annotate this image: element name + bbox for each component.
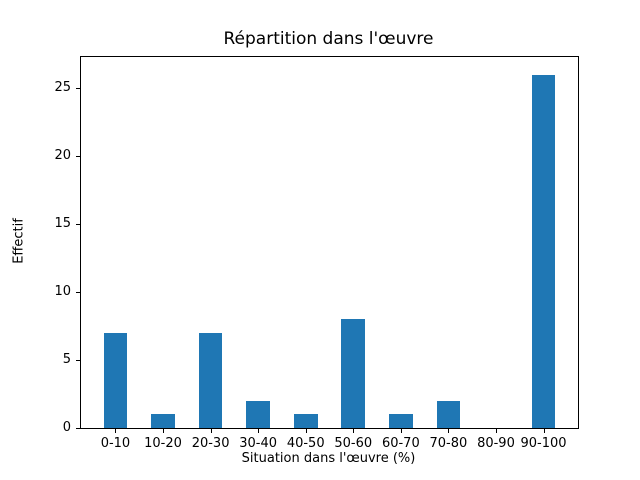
- y-tick-mark: [76, 88, 80, 90]
- x-tick-label: 20-30: [191, 436, 230, 451]
- bar-10-20: [151, 414, 175, 428]
- y-tick-mark: [76, 360, 80, 362]
- x-tick-mark: [258, 429, 260, 433]
- y-tick-mark: [76, 428, 80, 429]
- y-tick-mark: [76, 292, 80, 294]
- y-tick-label: 10: [54, 284, 71, 300]
- x-tick-label: 50-60: [334, 436, 373, 451]
- x-tick-label: 90-100: [520, 436, 567, 451]
- bar-40-50: [293, 414, 318, 428]
- y-tick-label: 20: [54, 148, 71, 164]
- x-tick-mark: [543, 429, 545, 433]
- y-tick-label: 0: [62, 420, 71, 435]
- x-tick-label: 0-10: [100, 436, 131, 451]
- chart-title: Répartition dans l'œuvre: [223, 29, 434, 49]
- x-tick-label: 70-80: [429, 436, 468, 451]
- y-tick-label: 25: [54, 80, 71, 96]
- bar-70-80: [436, 400, 461, 428]
- x-axis-label: Situation dans l'œuvre (%): [241, 451, 416, 466]
- bar-50-60: [341, 319, 366, 428]
- x-tick-mark: [210, 429, 212, 433]
- x-tick-label: 30-40: [239, 436, 278, 451]
- x-tick-mark: [115, 429, 117, 433]
- bar-30-40: [246, 400, 271, 428]
- bar-90-100: [531, 74, 556, 428]
- y-tick-label: 5: [62, 352, 71, 368]
- bar-20-30: [198, 332, 223, 428]
- y-tick-label: 15: [54, 216, 71, 232]
- x-tick-mark: [448, 429, 450, 433]
- y-axis-label: Effectif: [11, 218, 27, 264]
- bar-0-10: [103, 332, 128, 428]
- x-tick-mark: [163, 429, 165, 433]
- x-tick-label: 80-90: [477, 436, 515, 451]
- plot-area: 0-10 10-20 20-30 30-40 40-50 50-60 60-70 70-80 8…: [54, 56, 579, 451]
- bar-60-70: [388, 414, 413, 428]
- y-tick-mark: [76, 156, 80, 158]
- x-tick-mark: [353, 429, 355, 433]
- x-tick-mark: [400, 429, 402, 433]
- x-tick-label: 40-50: [286, 436, 325, 451]
- x-tick-label: 60-70: [381, 436, 420, 451]
- x-tick-mark: [495, 429, 497, 433]
- x-tick-label: 10-20: [144, 436, 182, 451]
- x-tick-mark: [305, 429, 307, 433]
- y-tick-mark: [76, 224, 80, 226]
